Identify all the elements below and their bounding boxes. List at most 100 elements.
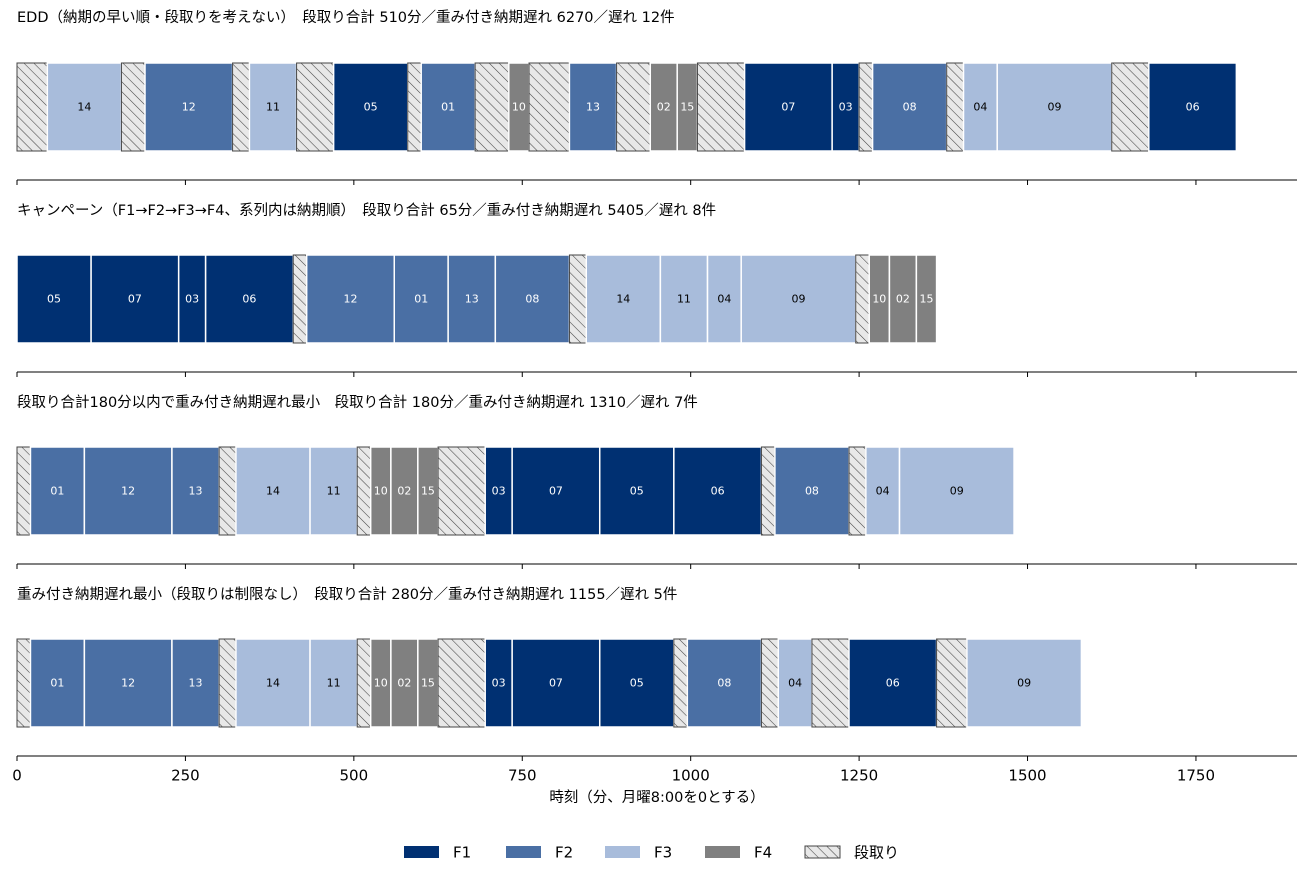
job-label: 14 <box>266 485 280 498</box>
gantt-panel: 重み付き納期遅れ最小（段取りは制限なし） 段取り合計 280分／重み付き納期遅れ… <box>16 586 1297 761</box>
job-bar <box>484 446 513 536</box>
panel-title: EDD（納期の早い順・段取りを考えない） 段取り合計 510分／重み付き納期遅れ… <box>17 9 675 26</box>
setup-bar <box>437 638 486 728</box>
job-label: 04 <box>973 101 987 114</box>
job-label: 04 <box>788 677 802 690</box>
job-bar <box>83 446 173 536</box>
job-label: 01 <box>50 677 64 690</box>
legend-label: F2 <box>555 844 573 862</box>
job-label: 03 <box>492 677 506 690</box>
job-bar <box>673 446 763 536</box>
job-label: 13 <box>465 293 479 306</box>
legend-swatch <box>605 846 640 858</box>
x-tick-label: 500 <box>340 767 369 785</box>
setup-bar <box>16 62 48 152</box>
setup-bar <box>616 62 651 152</box>
job-bar <box>848 638 938 728</box>
job-bar <box>898 446 1015 536</box>
job-label: 13 <box>189 677 203 690</box>
job-bar <box>309 446 358 536</box>
job-label: 11 <box>266 101 280 114</box>
job-bar <box>1148 62 1238 152</box>
job-bar <box>865 446 901 536</box>
legend-label: 段取り <box>854 844 899 862</box>
legend-label: F1 <box>453 844 471 862</box>
job-bar <box>83 638 173 728</box>
job-bar <box>777 638 813 728</box>
job-bar <box>871 62 948 152</box>
job-bar <box>420 62 476 152</box>
job-label: 06 <box>242 293 256 306</box>
job-label: 05 <box>630 485 644 498</box>
legend-swatch <box>404 846 439 858</box>
setup-bar <box>218 446 237 536</box>
setup-bar <box>811 638 850 728</box>
setup-bar <box>696 62 746 152</box>
job-label: 09 <box>791 293 805 306</box>
x-axis-label: 時刻（分、月曜8:00を0とする） <box>549 789 764 806</box>
job-label: 09 <box>1017 677 1031 690</box>
job-bar <box>393 254 449 344</box>
job-bar <box>598 446 675 536</box>
job-label: 12 <box>182 101 196 114</box>
job-label: 13 <box>586 101 600 114</box>
job-label: 01 <box>441 101 455 114</box>
setup-bar <box>16 446 31 536</box>
job-label: 15 <box>680 101 694 114</box>
setup-bar <box>474 62 510 152</box>
job-label: 06 <box>711 485 725 498</box>
legend-label: F4 <box>754 844 772 862</box>
x-tick-label: 1000 <box>672 767 710 785</box>
setup-bar <box>760 446 776 536</box>
setup-bar <box>673 638 688 728</box>
job-label: 11 <box>677 293 691 306</box>
gantt-panel: 段取り合計180分以内で重み付き納期遅れ最小 段取り合計 180分／重み付き納期… <box>16 394 1297 569</box>
job-label: 08 <box>805 485 819 498</box>
job-label: 01 <box>414 293 428 306</box>
job-bar <box>888 254 918 344</box>
job-label: 10 <box>374 677 388 690</box>
setup-bar <box>760 638 779 728</box>
x-tick-label: 1500 <box>1008 767 1046 785</box>
x-tick-label: 1250 <box>840 767 878 785</box>
panel-title: 段取り合計180分以内で重み付き納期遅れ最小 段取り合計 180分／重み付き納期… <box>17 394 698 411</box>
gantt-panel: EDD（納期の早い順・段取りを考えない） 段取り合計 510分／重み付き納期遅れ… <box>16 9 1297 185</box>
job-bar <box>686 638 763 728</box>
legend-swatch <box>506 846 541 858</box>
setup-bar <box>356 446 372 536</box>
job-label: 07 <box>549 677 563 690</box>
job-label: 06 <box>886 677 900 690</box>
job-label: 02 <box>657 101 671 114</box>
job-bar <box>171 638 220 728</box>
gantt-panel: キャンペーン（F1→F2→F3→F4、系列内は納期順） 段取り合計 65分／重み… <box>16 202 1297 377</box>
job-bar <box>706 254 742 344</box>
setup-bar <box>858 62 874 152</box>
job-label: 08 <box>717 677 731 690</box>
job-label: 15 <box>421 485 435 498</box>
legend-label: F3 <box>654 844 672 862</box>
job-label: 03 <box>185 293 199 306</box>
job-label: 11 <box>327 677 341 690</box>
job-bar <box>915 254 938 344</box>
setup-bar <box>848 446 867 536</box>
setup-bar <box>16 638 31 728</box>
job-label: 04 <box>876 485 890 498</box>
setup-bar <box>356 638 372 728</box>
x-tick-label: 250 <box>171 767 200 785</box>
job-label: 14 <box>77 101 91 114</box>
job-label: 10 <box>374 485 388 498</box>
job-bar <box>171 446 220 536</box>
job-label: 12 <box>343 293 357 306</box>
setup-bar <box>528 62 570 152</box>
setup-bar <box>855 254 870 344</box>
job-bar <box>235 446 311 536</box>
job-bar <box>235 638 311 728</box>
job-label: 14 <box>616 293 630 306</box>
job-label: 13 <box>189 485 203 498</box>
setup-bar <box>946 62 965 152</box>
setup-bar <box>1111 62 1150 152</box>
job-label: 01 <box>50 485 64 498</box>
job-bar <box>16 254 92 344</box>
job-bar <box>204 254 294 344</box>
